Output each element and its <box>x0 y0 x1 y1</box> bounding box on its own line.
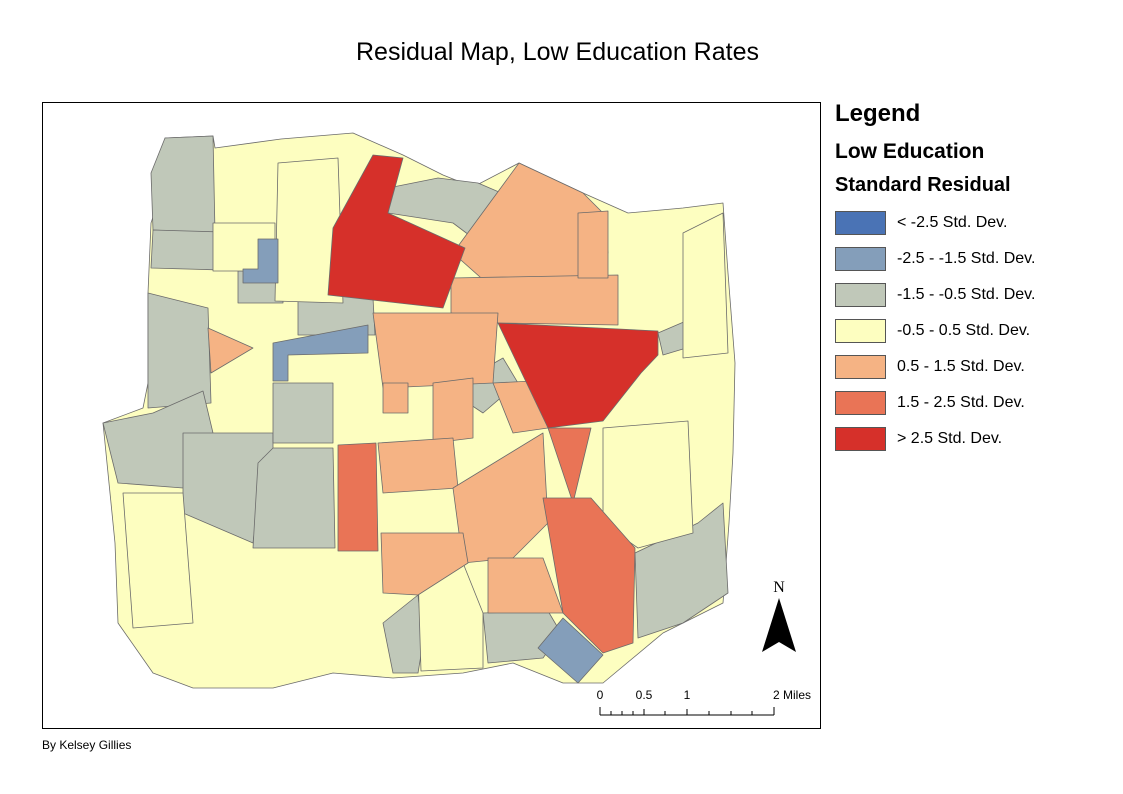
author-credit: By Kelsey Gillies <box>42 738 132 752</box>
legend-label: -1.5 - -0.5 Std. Dev. <box>897 286 1036 303</box>
legend-title: Legend <box>835 100 921 127</box>
legend-item: > 2.5 Std. Dev. <box>835 421 1115 457</box>
legend-item: 0.5 - 1.5 Std. Dev. <box>835 349 1115 385</box>
tract-orange <box>380 532 469 596</box>
legend-swatch <box>835 427 886 451</box>
north-arrow: N <box>762 579 796 652</box>
legend-label: -2.5 - -1.5 Std. Dev. <box>897 250 1036 267</box>
legend-item: -0.5 - 0.5 Std. Dev. <box>835 313 1115 349</box>
legend-swatch <box>835 283 886 307</box>
legend-swatch <box>835 211 886 235</box>
tract-redorange <box>547 427 592 504</box>
map-title: Residual Map, Low Education Rates <box>355 38 759 66</box>
north-arrow-label: N <box>773 579 785 596</box>
legend-swatch <box>835 391 886 415</box>
legend-label: -0.5 - 0.5 Std. Dev. <box>897 322 1031 339</box>
legend-item: 1.5 - 2.5 Std. Dev. <box>835 385 1115 421</box>
tract-bluegrey <box>537 617 604 684</box>
tract-yellow <box>602 420 694 549</box>
tract-red <box>327 154 466 309</box>
tract-yellow <box>122 492 194 629</box>
scale-bar-line <box>599 707 775 716</box>
legend-items: < -2.5 Std. Dev. -2.5 - -1.5 Std. Dev. -1.… <box>835 205 1115 457</box>
tract-orange <box>382 382 409 414</box>
tract-orange <box>377 437 459 494</box>
tract-grey <box>252 447 336 549</box>
scale-tick-0.5: 0.5 <box>636 688 653 702</box>
legend-item: -1.5 - -0.5 Std. Dev. <box>835 277 1115 313</box>
legend-label: > 2.5 Std. Dev. <box>897 430 1003 447</box>
tract-orange <box>432 377 474 444</box>
tract-grey <box>272 382 334 444</box>
legend-item: < -2.5 Std. Dev. <box>835 205 1115 241</box>
legend-layer-name: Low Education <box>835 140 985 163</box>
scale-bar: 0 0.5 1 2 Miles <box>597 688 811 716</box>
tract-redorange <box>337 442 379 552</box>
map-frame <box>42 102 821 729</box>
tract-red <box>497 322 659 429</box>
legend-swatch <box>835 247 886 271</box>
tract-redorange <box>542 497 636 654</box>
legend-label: 1.5 - 2.5 Std. Dev. <box>897 394 1025 411</box>
tract-grey <box>634 502 729 639</box>
tract-grey <box>147 292 212 409</box>
legend: Legend Low Education Standard Residual <… <box>835 100 1115 457</box>
tract-orange <box>207 327 254 374</box>
legend-swatch <box>835 319 886 343</box>
legend-label: 0.5 - 1.5 Std. Dev. <box>897 358 1025 375</box>
tract-bluegrey <box>272 324 369 382</box>
legend-field-name: Standard Residual <box>835 174 1011 196</box>
tract-orange <box>372 312 499 389</box>
legend-swatch <box>835 355 886 379</box>
legend-label: < -2.5 Std. Dev. <box>897 214 1008 231</box>
scale-tick-2: 2 Miles <box>773 688 811 702</box>
scale-tick-0: 0 <box>597 688 604 702</box>
tract-yellow <box>682 212 729 359</box>
scale-tick-1: 1 <box>684 688 691 702</box>
tract-grey <box>150 135 216 234</box>
choropleth-map[interactable] <box>43 103 820 728</box>
tract-orange <box>577 210 609 279</box>
legend-item: -2.5 - -1.5 Std. Dev. <box>835 241 1115 277</box>
tract-bluegrey <box>242 238 279 284</box>
north-arrow-icon <box>762 598 796 652</box>
